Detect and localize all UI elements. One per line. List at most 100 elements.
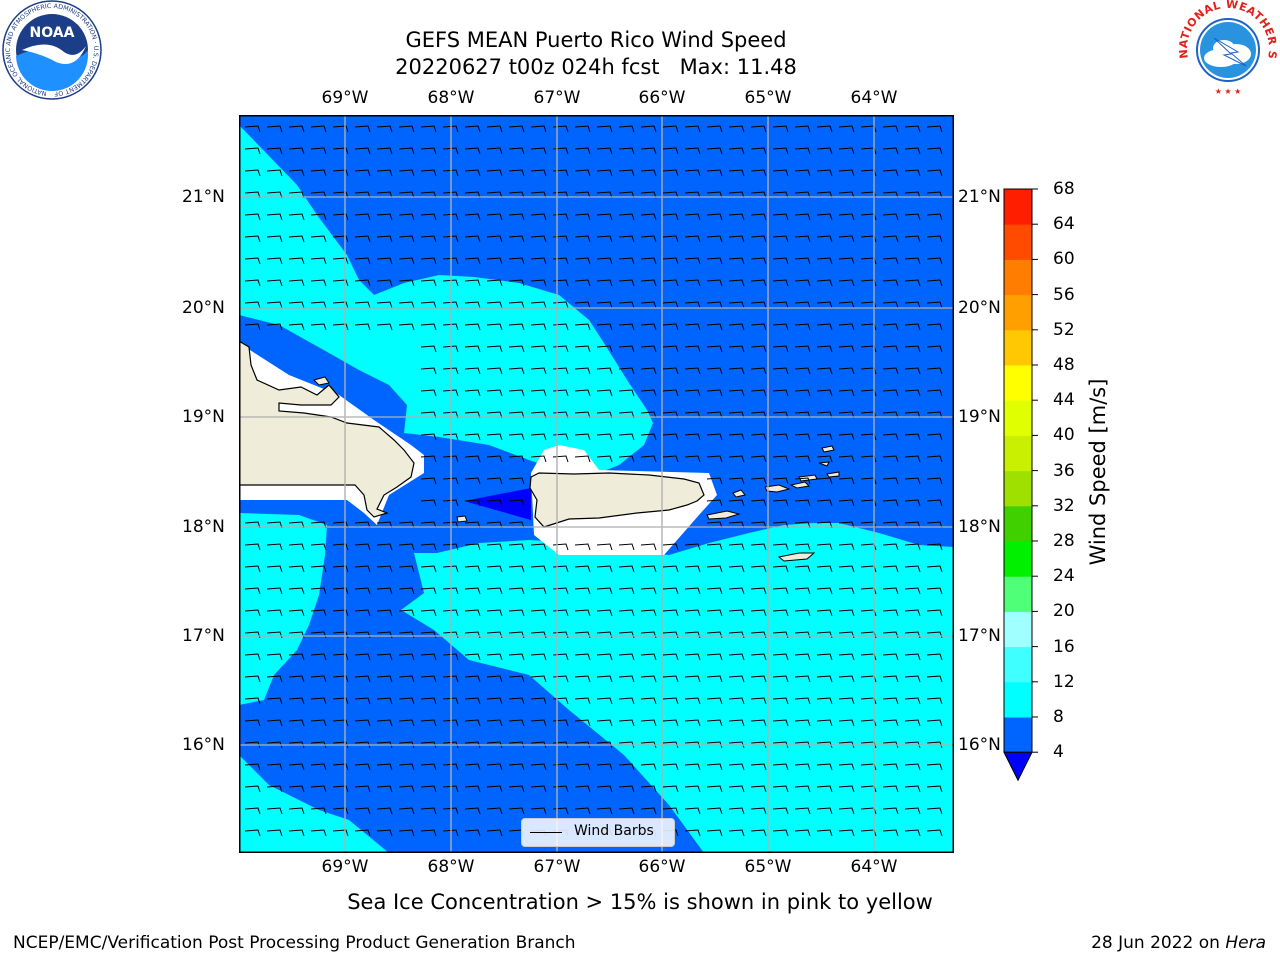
wind-barb bbox=[442, 653, 459, 661]
wind-barb bbox=[266, 213, 283, 221]
wind-barb bbox=[684, 213, 701, 221]
wind-barb bbox=[728, 741, 745, 749]
colorbar-swatch bbox=[1004, 365, 1032, 401]
lat-label-right: 21°N bbox=[958, 187, 1001, 207]
wind-barb bbox=[772, 763, 789, 771]
wind-barb bbox=[816, 719, 833, 727]
wind-barb bbox=[376, 807, 393, 815]
wind-barb bbox=[442, 785, 459, 793]
wind-barb bbox=[926, 323, 943, 331]
wind-barb bbox=[420, 191, 437, 199]
wind-barb bbox=[684, 147, 701, 155]
wind-barb bbox=[596, 411, 613, 419]
wind-barb bbox=[596, 565, 613, 573]
wind-barb bbox=[640, 763, 657, 771]
wind-barb bbox=[684, 345, 701, 353]
wind-barb bbox=[420, 829, 437, 837]
wind-barb bbox=[728, 763, 745, 771]
wind-barb bbox=[288, 741, 305, 749]
wind-barb bbox=[882, 543, 899, 551]
colorbar-swatch bbox=[1004, 470, 1032, 507]
wind-barb bbox=[486, 565, 503, 573]
wind-barb bbox=[618, 609, 635, 617]
colorbar-swatch bbox=[1004, 294, 1032, 331]
wind-barb bbox=[442, 235, 459, 243]
wind-barb bbox=[354, 257, 371, 265]
wind-barb bbox=[772, 807, 789, 815]
wind-barb bbox=[464, 191, 481, 199]
wind-barb bbox=[772, 213, 789, 221]
lon-label-top: 67°W bbox=[533, 88, 581, 108]
colorbar-swatch bbox=[1004, 259, 1032, 296]
wind-barb bbox=[794, 785, 811, 793]
wind-barb bbox=[486, 785, 503, 793]
wind-barb bbox=[904, 367, 921, 375]
wind-barb bbox=[464, 719, 481, 727]
wind-barb bbox=[816, 191, 833, 199]
wind-barb bbox=[508, 279, 525, 287]
wind-barb bbox=[288, 785, 305, 793]
wind-barb bbox=[838, 565, 855, 573]
wind-barb bbox=[838, 807, 855, 815]
colorbar-tick-label: 44 bbox=[1053, 390, 1075, 411]
wind-barb bbox=[816, 807, 833, 815]
wind-barb bbox=[464, 147, 481, 155]
wind-barb bbox=[442, 697, 459, 705]
wind-barb bbox=[728, 367, 745, 375]
wind-barb bbox=[420, 433, 437, 441]
wind-barb bbox=[706, 521, 723, 529]
wind-barb bbox=[662, 433, 679, 441]
wind-barb bbox=[618, 543, 635, 551]
wind-barb bbox=[508, 719, 525, 727]
wind-barb bbox=[398, 521, 415, 529]
wind-barb bbox=[464, 741, 481, 749]
wind-barb bbox=[420, 235, 437, 243]
wind-barb bbox=[398, 675, 415, 683]
wind-barb bbox=[618, 323, 635, 331]
calm-pocket bbox=[464, 488, 531, 520]
wind-barb bbox=[244, 785, 261, 793]
wind-barb bbox=[640, 433, 657, 441]
wind-barb bbox=[618, 147, 635, 155]
wind-barb bbox=[288, 543, 305, 551]
wind-barb bbox=[376, 763, 393, 771]
lon-label-bottom: 64°W bbox=[850, 857, 898, 877]
wind-barb bbox=[310, 741, 327, 749]
wind-barb bbox=[508, 741, 525, 749]
wind-barb bbox=[508, 125, 525, 133]
wind-barb bbox=[244, 653, 261, 661]
colorbar bbox=[1003, 188, 1038, 782]
wind-barb bbox=[266, 125, 283, 133]
wind-barb bbox=[574, 719, 591, 727]
wind-barb bbox=[310, 829, 327, 837]
wind-barb bbox=[750, 565, 767, 573]
wind-barb bbox=[574, 147, 591, 155]
wind-barb bbox=[244, 829, 261, 837]
island-vieques bbox=[706, 510, 741, 520]
wind-barb bbox=[904, 345, 921, 353]
wind-barb bbox=[398, 301, 415, 309]
wind-barb bbox=[420, 279, 437, 287]
wind-barb bbox=[376, 587, 393, 595]
wind-barb bbox=[728, 807, 745, 815]
wind-barb bbox=[574, 609, 591, 617]
wind-barb bbox=[662, 675, 679, 683]
wind-barb bbox=[244, 301, 261, 309]
wind-barb bbox=[838, 675, 855, 683]
wind-barb bbox=[596, 169, 613, 177]
wind-barb bbox=[838, 367, 855, 375]
wind-barb bbox=[442, 543, 459, 551]
wind-barb bbox=[464, 653, 481, 661]
wind-barb bbox=[750, 191, 767, 199]
wind-barb bbox=[882, 257, 899, 265]
wind-barb bbox=[398, 257, 415, 265]
wind-barb bbox=[772, 741, 789, 749]
wind-barb bbox=[508, 807, 525, 815]
footer-date: 28 Jun 2022 on Hera bbox=[1091, 933, 1266, 953]
lon-label-bottom: 67°W bbox=[533, 857, 581, 877]
wind-barb bbox=[728, 411, 745, 419]
wind-barb bbox=[794, 741, 811, 749]
wind-barb bbox=[706, 213, 723, 221]
wind-barb bbox=[464, 499, 481, 507]
wind-barb bbox=[596, 191, 613, 199]
